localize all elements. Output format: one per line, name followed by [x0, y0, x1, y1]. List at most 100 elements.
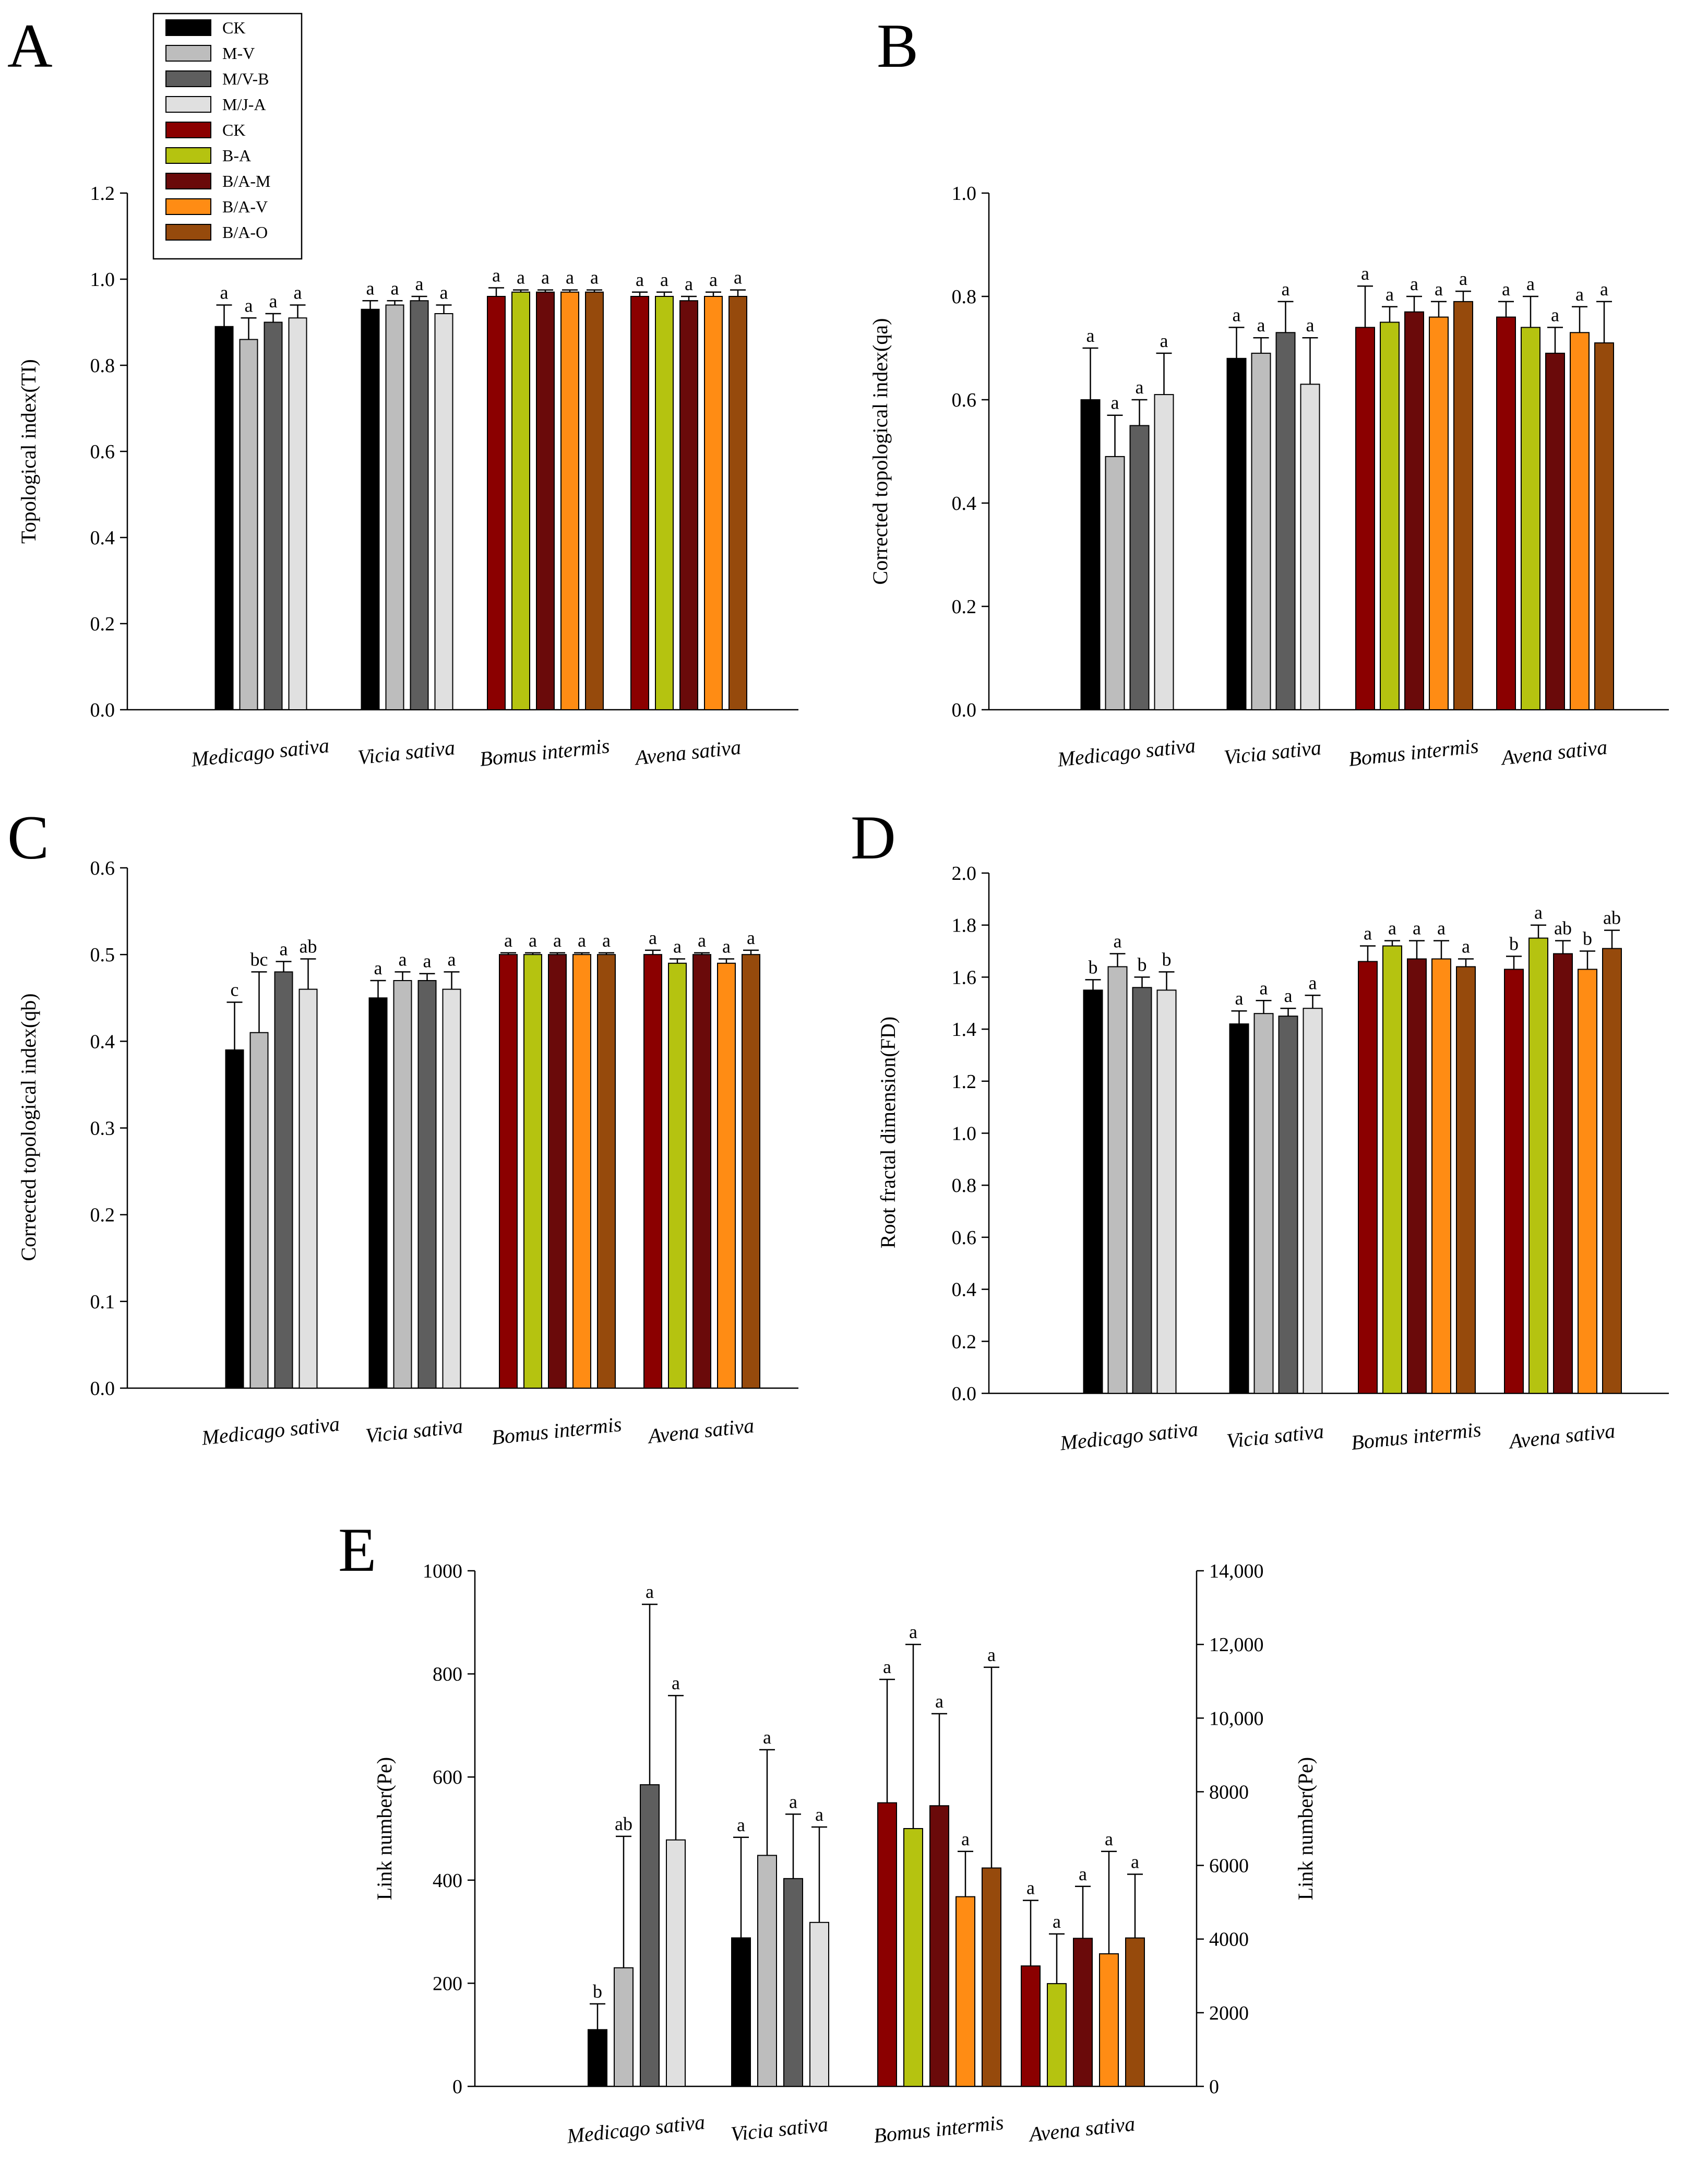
- bar: [742, 954, 760, 1389]
- bar: [1107, 966, 1128, 1394]
- bar: [668, 962, 687, 1389]
- significance-letter: a: [1575, 284, 1584, 305]
- y-tick-label: 0.4: [90, 1031, 115, 1053]
- legend-label: B/A-M: [222, 172, 270, 190]
- significance-letter: a: [280, 938, 288, 959]
- y-tick-label: 0.4: [90, 527, 115, 549]
- significance-letter: ab: [1603, 908, 1621, 928]
- bar: [982, 1867, 1001, 2087]
- category-label: Medicago sativa: [200, 1412, 341, 1450]
- significance-letter: a: [734, 267, 742, 288]
- significance-letter: a: [440, 282, 448, 303]
- significance-letter: a: [1111, 392, 1119, 413]
- bar: [1226, 357, 1247, 710]
- panel-D: D 0.0 0.2 0.4 0.6 0.8 1.0 1.2 1.4 1.6 1.8 2.0 Root f…: [851, 803, 1669, 1455]
- significance-letter: a: [269, 291, 278, 312]
- panel-E: E 0 200 400 600 800 1000 Link number(Pe) 0 2000 40…: [338, 1515, 1317, 2148]
- category-label: Avena sativa: [646, 1414, 755, 1448]
- legend-swatch: [165, 198, 211, 215]
- significance-letter: a: [1282, 279, 1290, 300]
- significance-letter: a: [245, 295, 253, 316]
- bar: [1380, 321, 1400, 710]
- bar: [1521, 327, 1540, 710]
- y-tick-label: 0.0: [952, 1383, 977, 1405]
- significance-letter: a: [1079, 1864, 1087, 1884]
- significance-letter: a: [566, 267, 574, 288]
- bar: [717, 962, 736, 1389]
- y-axis-label-right: Link number(Pe): [1294, 1757, 1317, 1900]
- significance-letter: a: [1306, 315, 1315, 336]
- significance-letter: a: [935, 1691, 943, 1712]
- significance-letter: a: [646, 1581, 654, 1602]
- y-tick-label: 0.6: [952, 1227, 977, 1249]
- significance-letter: a: [399, 949, 407, 970]
- panel-label: D: [851, 803, 896, 872]
- significance-letter: a: [1551, 304, 1559, 325]
- legend: CK M-V M/V-B M/J-A CK B-A B/A-M B/A-V B/A-O: [152, 13, 303, 260]
- significance-letter: a: [423, 951, 432, 972]
- y-tick-label-right: 6000: [1209, 1855, 1249, 1877]
- y-tick-label: 0.5: [90, 944, 115, 966]
- legend-label: M-V: [222, 44, 255, 63]
- category-label: Vicia sativa: [1223, 735, 1322, 769]
- bar: [548, 954, 567, 1389]
- significance-letter: ab: [300, 936, 317, 957]
- bar: [1229, 1023, 1249, 1394]
- significance-letter: a: [685, 273, 693, 294]
- bar: [809, 1921, 829, 2087]
- bar: [368, 997, 388, 1389]
- significance-letter: a: [763, 1727, 771, 1748]
- bar: [1429, 316, 1449, 710]
- significance-letter: a: [1437, 918, 1446, 939]
- significance-letter: a: [529, 930, 537, 951]
- significance-letter: b: [1138, 954, 1147, 975]
- category-label: Medicago sativa: [565, 2110, 706, 2148]
- bar: [1300, 384, 1320, 710]
- legend-label: M/J-A: [222, 95, 266, 114]
- significance-letter: a: [448, 949, 456, 970]
- significance-letter: a: [294, 282, 302, 303]
- y-tick-label: 1.0: [952, 1123, 977, 1145]
- y-axis-label: Link number(Pe): [373, 1757, 396, 1900]
- bar: [274, 971, 293, 1389]
- category-label: Bomus intermis: [491, 1412, 623, 1449]
- significance-letter: a: [672, 1673, 680, 1693]
- y-tick-label: 0.6: [952, 389, 977, 411]
- y-tick-label: 0.6: [90, 441, 115, 463]
- category-label: Medicago sativa: [1058, 1417, 1199, 1455]
- y-tick-label: 0: [452, 2076, 462, 2098]
- bar: [731, 1937, 751, 2087]
- significance-letter: a: [1388, 918, 1396, 939]
- bar: [783, 1878, 803, 2087]
- bar: [1275, 332, 1296, 710]
- significance-letter: a: [1136, 377, 1144, 398]
- legend-swatch: [165, 70, 211, 87]
- y-tick-label: 1.8: [952, 915, 977, 937]
- significance-letter: a: [602, 930, 611, 951]
- bar: [249, 1032, 269, 1389]
- significance-letter: a: [1462, 936, 1470, 957]
- significance-letter: a: [1410, 273, 1418, 294]
- legend-label: CK: [222, 18, 245, 37]
- bar: [560, 291, 579, 710]
- y-tick-label: 1.0: [90, 269, 115, 291]
- significance-letter: a: [1459, 268, 1467, 289]
- panel-label: A: [7, 11, 53, 80]
- significance-letter: a: [374, 958, 383, 978]
- significance-letter: b: [593, 1981, 602, 2002]
- significance-letter: a: [747, 927, 755, 948]
- category-label: Bomus intermis: [1347, 734, 1479, 771]
- significance-letter: a: [590, 267, 599, 288]
- panel-C: C 0.0 0.1 0.2 0.3 0.4 0.5 0.6 Corrected topologi…: [7, 803, 798, 1450]
- significance-letter: a: [1364, 923, 1372, 944]
- significance-letter: a: [1114, 931, 1122, 952]
- significance-letter: a: [366, 278, 375, 299]
- y-tick-label-right: 2000: [1209, 2002, 1249, 2024]
- bar: [417, 980, 437, 1389]
- bar: [1553, 953, 1573, 1394]
- bar: [1083, 989, 1103, 1394]
- bar: [225, 1049, 244, 1389]
- bar: [361, 308, 380, 710]
- bar: [1528, 937, 1548, 1394]
